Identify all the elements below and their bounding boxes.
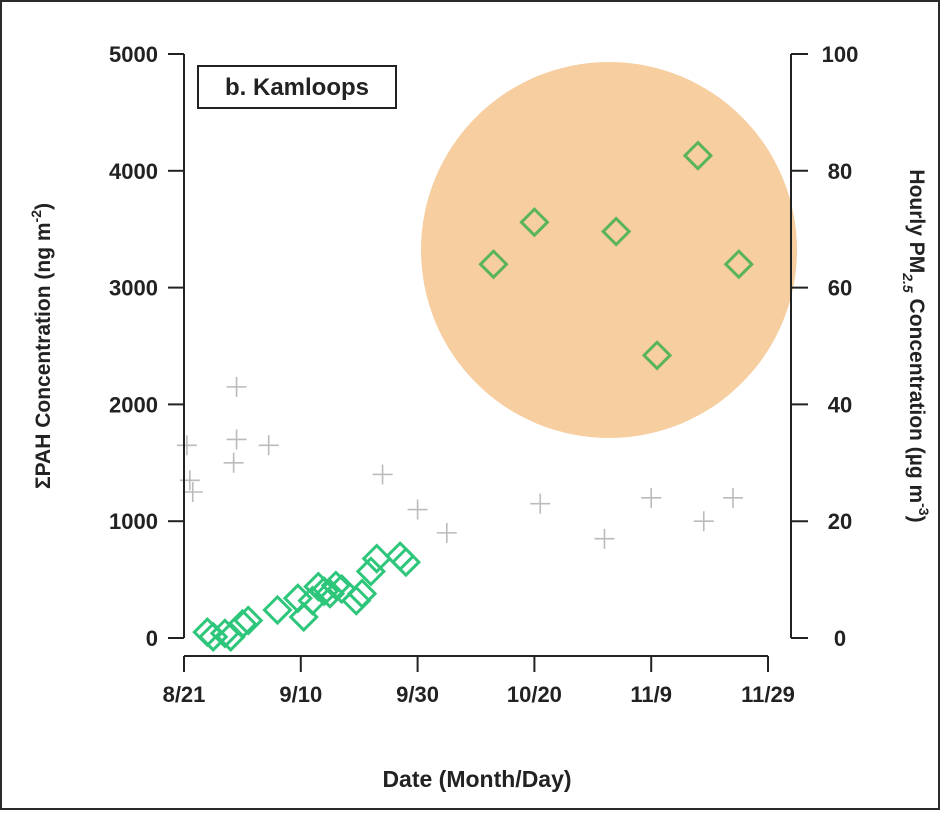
left-y-tick-label: 1000 — [109, 509, 158, 534]
plus-point — [641, 487, 662, 508]
right-y-tick-label: 20 — [828, 509, 852, 534]
diamond-point — [262, 594, 293, 626]
diamond-point — [641, 340, 673, 371]
right-y-tick-label: 40 — [828, 392, 852, 417]
plus-point — [226, 429, 247, 450]
plot-area — [176, 62, 797, 652]
diamond-point — [478, 249, 509, 280]
right-y-axis-label: Hourly PM2.5 Concentration (µg m-3) — [900, 169, 932, 522]
plus-point — [179, 470, 200, 491]
diamond-point — [361, 543, 392, 574]
right-y-tick-label: 60 — [828, 276, 852, 301]
right-y-tick-label: 100 — [822, 42, 859, 67]
plus-point — [372, 464, 393, 485]
plus-point — [407, 499, 428, 520]
plus-point — [436, 522, 457, 543]
x-tick-label: 11/29 — [741, 682, 795, 707]
panel-label: b. Kamloops — [225, 74, 369, 101]
x-axis-label: Date (Month/Day) — [382, 766, 571, 792]
left-y-label-sup: -2 — [28, 210, 44, 223]
diamond-point — [227, 608, 258, 640]
diamond-point — [198, 621, 229, 652]
plus-point — [223, 452, 244, 473]
highlight-circle — [421, 62, 797, 438]
x-tick-label: 11/9 — [630, 682, 672, 707]
left-y-label-close: ) — [32, 203, 55, 210]
left-y-tick-label: 5000 — [109, 42, 158, 67]
diamond-point — [390, 546, 422, 578]
plus-point — [176, 435, 197, 456]
axes — [183, 54, 792, 657]
panel-label-border — [197, 65, 397, 109]
right-y-tick-label: 0 — [834, 626, 846, 651]
diamond-point — [326, 573, 357, 605]
diamond-point — [346, 578, 378, 609]
left-y-axis-label: ΣPAH Concentration (ng m-2) — [28, 203, 55, 489]
plus-point — [182, 482, 203, 502]
plus-point — [594, 528, 615, 549]
diamond-point — [314, 578, 346, 609]
diamond-point — [341, 585, 372, 616]
right-y-label-close: ) — [905, 516, 928, 523]
diamond-point — [320, 570, 351, 601]
diamond-point — [682, 140, 714, 171]
x-tick-label: 10/20 — [507, 682, 562, 707]
x-tick-label: 8/21 — [163, 682, 206, 707]
x-tick-label: 9/30 — [396, 682, 439, 707]
right-y-label-pre: Hourly PM — [905, 169, 928, 273]
diamond-point — [192, 617, 223, 648]
diamond-point — [519, 207, 550, 238]
diamond-point — [233, 605, 264, 636]
plus-point — [258, 435, 279, 456]
left-y-tick-label: 3000 — [109, 276, 158, 301]
plus-point — [693, 511, 714, 532]
plus-point — [530, 493, 551, 514]
left-y-tick-label: 0 — [146, 626, 158, 651]
left-y-ticks: 0 1000 2000 3000 4000 5000 — [109, 42, 184, 651]
plus-point — [722, 487, 743, 508]
panel-label-box: b. Kamloops — [197, 65, 397, 109]
left-y-tick-label: 2000 — [109, 392, 158, 417]
diamond-point — [309, 576, 340, 607]
right-y-label-post: Concentration (µg m — [905, 293, 928, 503]
x-tick-label: 9/10 — [279, 682, 322, 707]
left-y-tick-label: 4000 — [109, 159, 158, 184]
right-y-label-sup: -3 — [916, 503, 932, 516]
left-y-label-main: ΣPAH Concentration (ng m — [32, 222, 55, 489]
x-ticks: 8/21 9/10 9/30 10/20 11/9 11/29 — [163, 656, 795, 707]
diamond-point — [601, 216, 632, 247]
right-y-tick-label: 80 — [828, 159, 852, 184]
diamond-point — [723, 249, 754, 280]
plus-point — [226, 376, 247, 397]
right-y-ticks: 0 20 40 60 80 100 — [791, 42, 858, 651]
right-y-label-sub: 2.5 — [900, 272, 916, 293]
